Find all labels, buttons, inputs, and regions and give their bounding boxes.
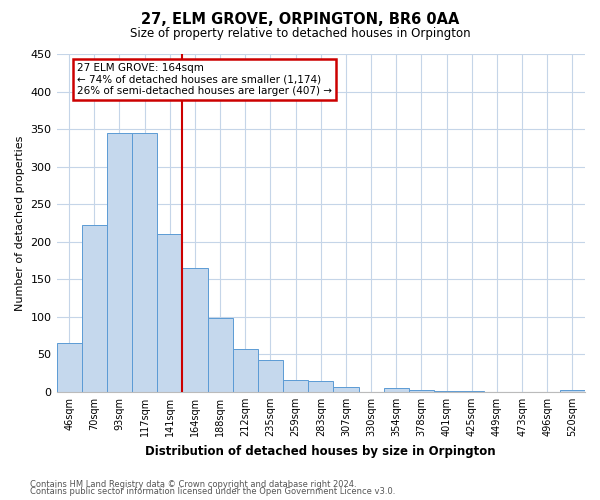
Bar: [107, 133, 132, 392]
Bar: [56, 343, 82, 392]
Bar: [132, 133, 157, 392]
Bar: [459, 391, 484, 392]
Text: Size of property relative to detached houses in Orpington: Size of property relative to detached ho…: [130, 28, 470, 40]
Bar: [258, 360, 283, 392]
Bar: [283, 380, 308, 392]
Bar: [409, 390, 434, 392]
Bar: [208, 318, 233, 392]
Bar: [383, 388, 409, 392]
Bar: [560, 390, 585, 392]
Text: 27 ELM GROVE: 164sqm
← 74% of detached houses are smaller (1,174)
26% of semi-de: 27 ELM GROVE: 164sqm ← 74% of detached h…: [77, 63, 332, 96]
Text: Contains HM Land Registry data © Crown copyright and database right 2024.: Contains HM Land Registry data © Crown c…: [30, 480, 356, 489]
Bar: [434, 391, 459, 392]
X-axis label: Distribution of detached houses by size in Orpington: Distribution of detached houses by size …: [145, 444, 496, 458]
Bar: [157, 234, 182, 392]
Bar: [308, 382, 334, 392]
Bar: [233, 349, 258, 392]
Bar: [182, 268, 208, 392]
Bar: [82, 225, 107, 392]
Y-axis label: Number of detached properties: Number of detached properties: [15, 136, 25, 310]
Text: 27, ELM GROVE, ORPINGTON, BR6 0AA: 27, ELM GROVE, ORPINGTON, BR6 0AA: [141, 12, 459, 28]
Text: Contains public sector information licensed under the Open Government Licence v3: Contains public sector information licen…: [30, 488, 395, 496]
Bar: [334, 386, 359, 392]
